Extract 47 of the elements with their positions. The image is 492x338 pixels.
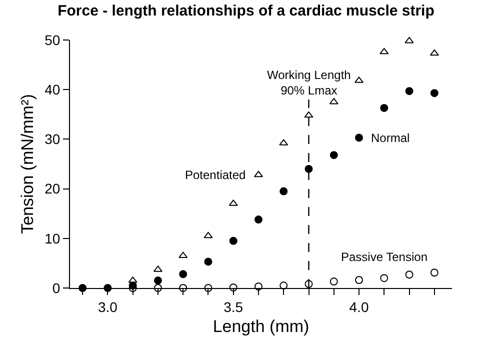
series-label: Potentiated	[185, 168, 246, 182]
point	[229, 236, 238, 245]
point	[254, 170, 264, 178]
point	[380, 274, 388, 282]
y-axis-title: Tension (mN/mm²)	[18, 94, 38, 234]
point	[179, 270, 188, 278]
point	[405, 270, 414, 279]
point	[254, 282, 262, 291]
point	[304, 164, 313, 173]
y-tick-label: 40	[44, 82, 60, 98]
point	[154, 276, 162, 285]
point	[430, 89, 438, 98]
x-tick-label: 3.5	[224, 298, 244, 315]
point	[380, 104, 388, 112]
point	[204, 232, 213, 238]
point	[254, 216, 262, 224]
x-tick-label: 4.0	[349, 298, 369, 315]
point	[380, 48, 389, 54]
point	[280, 187, 288, 196]
point	[280, 282, 288, 290]
x-axis-title: Length (mm)	[212, 317, 310, 336]
point	[204, 284, 212, 292]
point	[405, 87, 414, 96]
point	[178, 252, 188, 258]
y-tick-label: 0	[52, 280, 60, 296]
point	[355, 134, 364, 142]
chart-title: Force - length relationships of a cardiac muscle strip	[58, 2, 434, 20]
point	[355, 276, 364, 284]
point	[179, 284, 188, 292]
point	[430, 49, 439, 56]
ref-line-label: Working Length 90% Lmax	[267, 68, 351, 98]
point	[304, 111, 314, 118]
y-tick-label: 30	[44, 131, 60, 148]
x-tick-label: 3.0	[98, 298, 118, 315]
point	[304, 280, 313, 288]
point	[229, 284, 238, 292]
point	[430, 268, 438, 277]
series-label: Passive Tension	[341, 250, 428, 264]
y-tick-label: 10	[44, 230, 60, 246]
point	[204, 258, 212, 266]
point	[330, 151, 338, 160]
y-tick-label: 20	[44, 180, 60, 197]
point	[330, 278, 338, 286]
y-tick-label: 50	[44, 32, 60, 48]
series-label: Normal	[371, 131, 410, 145]
point	[154, 284, 162, 292]
point	[404, 36, 414, 44]
